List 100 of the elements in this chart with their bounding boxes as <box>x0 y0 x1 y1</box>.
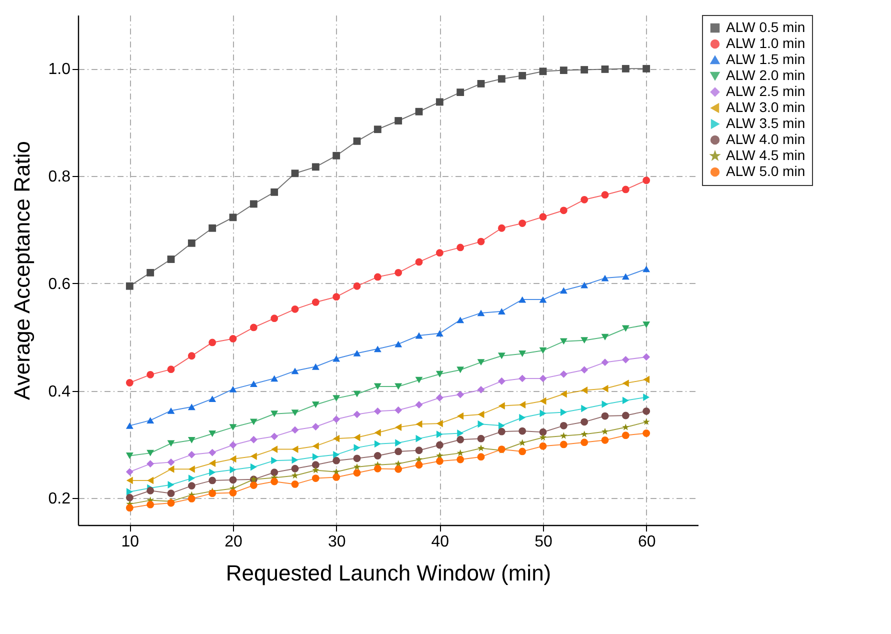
point <box>374 126 382 134</box>
point <box>642 322 650 328</box>
point <box>498 428 506 436</box>
legend-label: ALW 0.5 min <box>726 19 806 35</box>
point <box>622 325 630 332</box>
point <box>312 363 320 370</box>
point <box>270 468 278 476</box>
point <box>580 337 588 344</box>
y-tick-label: 0.8 <box>48 168 71 186</box>
point <box>394 406 402 414</box>
point <box>601 358 609 366</box>
point <box>622 356 630 364</box>
x-axis-title: Requested Launch Window (min) <box>226 560 552 586</box>
point <box>332 293 340 301</box>
point <box>374 440 381 448</box>
point <box>622 396 629 404</box>
point <box>540 397 546 405</box>
point <box>292 456 298 464</box>
point <box>436 441 444 449</box>
point <box>188 465 195 473</box>
point <box>374 452 382 460</box>
point <box>601 191 609 199</box>
point <box>167 499 175 507</box>
point <box>250 200 258 208</box>
x-tick-label: 10 <box>121 534 140 550</box>
point <box>560 440 568 448</box>
point <box>477 310 485 316</box>
point <box>580 196 588 204</box>
point <box>312 442 319 450</box>
point <box>394 268 402 276</box>
point <box>498 422 505 430</box>
point <box>539 213 547 221</box>
point <box>230 455 236 463</box>
point <box>332 474 340 481</box>
point <box>250 482 258 489</box>
point <box>250 324 258 332</box>
point <box>188 450 196 458</box>
point <box>602 400 608 408</box>
point <box>188 239 196 247</box>
point <box>518 220 526 227</box>
point <box>642 407 650 415</box>
point <box>188 352 196 360</box>
point <box>622 424 630 430</box>
point <box>580 66 588 74</box>
point <box>292 446 298 454</box>
point <box>374 407 382 415</box>
point <box>539 374 547 382</box>
point <box>167 440 175 447</box>
point <box>601 66 609 73</box>
legend-label: ALW 2.5 min <box>726 83 806 99</box>
point <box>560 338 568 345</box>
point <box>622 380 629 387</box>
point <box>560 287 568 294</box>
point <box>478 410 484 418</box>
point <box>498 75 506 83</box>
point <box>374 383 382 390</box>
point <box>643 394 650 401</box>
point <box>167 458 175 466</box>
point <box>519 401 526 408</box>
point <box>208 430 216 437</box>
point <box>436 420 443 428</box>
legend-label: ALW 5.0 min <box>726 163 806 179</box>
point <box>312 298 320 306</box>
point <box>539 347 547 354</box>
point <box>146 268 154 276</box>
point <box>126 452 134 459</box>
point <box>188 474 195 482</box>
point <box>353 282 361 290</box>
point <box>560 206 568 214</box>
point <box>291 472 299 479</box>
point <box>539 296 547 303</box>
point <box>580 438 588 446</box>
point <box>539 442 547 450</box>
point <box>394 117 402 124</box>
point <box>332 395 340 402</box>
point <box>601 274 609 282</box>
point <box>415 332 423 339</box>
point <box>457 429 464 437</box>
point <box>126 422 134 429</box>
point <box>415 461 423 469</box>
point <box>270 410 278 418</box>
point <box>518 296 526 303</box>
point <box>539 428 547 436</box>
point <box>374 464 382 472</box>
point <box>622 432 630 440</box>
point <box>518 448 526 456</box>
point <box>147 476 154 484</box>
y-tick-label: 0.6 <box>48 276 71 293</box>
point <box>643 376 650 384</box>
point <box>167 366 175 374</box>
point <box>312 402 320 408</box>
point <box>188 482 196 490</box>
point <box>167 407 175 414</box>
point <box>581 404 588 412</box>
y-axis-title: Average Acceptance Ratio <box>9 141 34 400</box>
x-tick-label: 50 <box>534 534 552 550</box>
legend-label: ALW 4.0 min <box>726 131 806 147</box>
point <box>126 379 134 386</box>
point <box>436 330 444 337</box>
point <box>312 453 319 461</box>
